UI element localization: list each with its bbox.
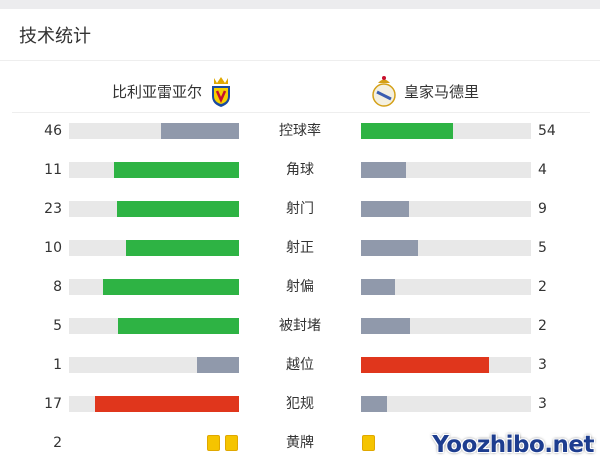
away-bar-fill [361,240,418,256]
away-bar-fill [361,123,453,139]
home-bar-fill [114,162,239,178]
home-bar-fill [103,279,239,295]
stat-label: 角球 [286,162,314,178]
section-title: 技术统计 [19,26,91,47]
home-value: 10 [44,240,62,256]
stat-label: 越位 [286,357,314,373]
stat-row: 10 射正 5 [0,238,600,258]
stat-label: 射偏 [286,279,314,295]
home-bar-track [69,123,239,139]
away-bar-track [361,201,531,217]
home-bar-fill [94,396,239,412]
home-bar-fill [117,318,239,334]
home-value: 46 [44,123,62,139]
stat-label: 黄牌 [286,435,314,451]
yellow-card-icon [207,435,220,451]
away-team-name: 皇家马德里 [404,82,480,101]
home-bar-track [69,201,239,217]
away-bar-fill [361,162,407,178]
home-bar-fill [116,201,239,217]
stat-label: 控球率 [279,123,321,139]
away-bar-fill [361,318,410,334]
away-bar-track [361,318,531,334]
stat-label: 犯规 [286,396,314,412]
stat-row: 46 控球率 54 [0,121,600,141]
stat-row: 23 射门 9 [0,199,600,219]
stat-row: 5 被封堵 2 [0,316,600,336]
away-bar-track [361,357,531,373]
away-value: 5 [538,240,547,256]
stat-row: 1 越位 3 [0,355,600,375]
watermark: Yoozhibo.net [432,432,594,458]
home-bar-track [69,357,239,373]
away-value: 4 [538,162,547,178]
away-value: 2 [538,318,547,334]
away-value: 9 [538,201,547,217]
away-bar-track [361,123,531,139]
home-bar-track [69,396,239,412]
home-bar-fill [160,123,239,139]
stat-label: 被封堵 [279,318,321,334]
home-bar-track [69,240,239,256]
stat-row-yellow-cards: 2 黄牌 [0,433,600,453]
home-bar-track [69,318,239,334]
away-bar-fill [361,357,489,373]
home-value: 17 [44,396,62,412]
villarreal-crest-icon [212,77,231,107]
away-value: 3 [538,357,547,373]
top-band [0,0,600,9]
away-value: 54 [538,123,556,139]
away-bar-track [361,396,531,412]
yellow-card-icon [225,435,238,451]
stat-label: 射门 [286,201,314,217]
home-team: 比利亚雷亚尔 [112,74,232,108]
stat-row: 11 角球 4 [0,160,600,180]
home-value: 1 [53,357,62,373]
home-bar-fill [196,357,239,373]
stat-row: 17 犯规 3 [0,394,600,414]
home-value: 5 [53,318,62,334]
home-team-name: 比利亚雷亚尔 [112,82,203,101]
away-bar-fill [361,201,409,217]
real-madrid-crest-icon [372,76,396,107]
home-bar-fill [125,240,239,256]
divider [0,60,600,61]
home-bar-track [69,162,239,178]
away-team: 皇家马德里 [372,74,479,108]
stat-row: 8 射偏 2 [0,277,600,297]
yellow-card-icon [362,435,375,451]
away-bar-fill [361,279,395,295]
away-bar-track [361,279,531,295]
home-value: 11 [44,162,62,178]
away-bar-track [361,162,531,178]
away-bar-track [361,240,531,256]
away-value: 3 [538,396,547,412]
stat-label: 射正 [286,240,314,256]
home-bar-track [69,279,239,295]
divider [12,112,590,113]
home-value: 2 [53,435,62,451]
home-value: 8 [53,279,62,295]
away-value: 2 [538,279,547,295]
away-bar-fill [361,396,387,412]
home-value: 23 [44,201,62,217]
